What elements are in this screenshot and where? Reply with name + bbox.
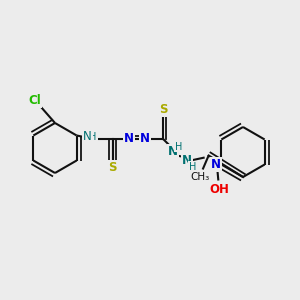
Text: CH₃: CH₃ — [190, 172, 209, 182]
Text: H: H — [175, 142, 182, 152]
Text: N: N — [211, 158, 221, 171]
Text: N: N — [140, 132, 150, 145]
Text: N: N — [182, 154, 192, 167]
Text: N: N — [83, 130, 92, 143]
Text: H: H — [89, 131, 96, 142]
Text: H: H — [189, 161, 196, 172]
Text: Cl: Cl — [28, 94, 41, 107]
Text: N: N — [124, 132, 134, 145]
Text: N: N — [168, 145, 178, 158]
Text: OH: OH — [209, 183, 229, 196]
Text: S: S — [108, 161, 117, 174]
Text: S: S — [159, 103, 168, 116]
